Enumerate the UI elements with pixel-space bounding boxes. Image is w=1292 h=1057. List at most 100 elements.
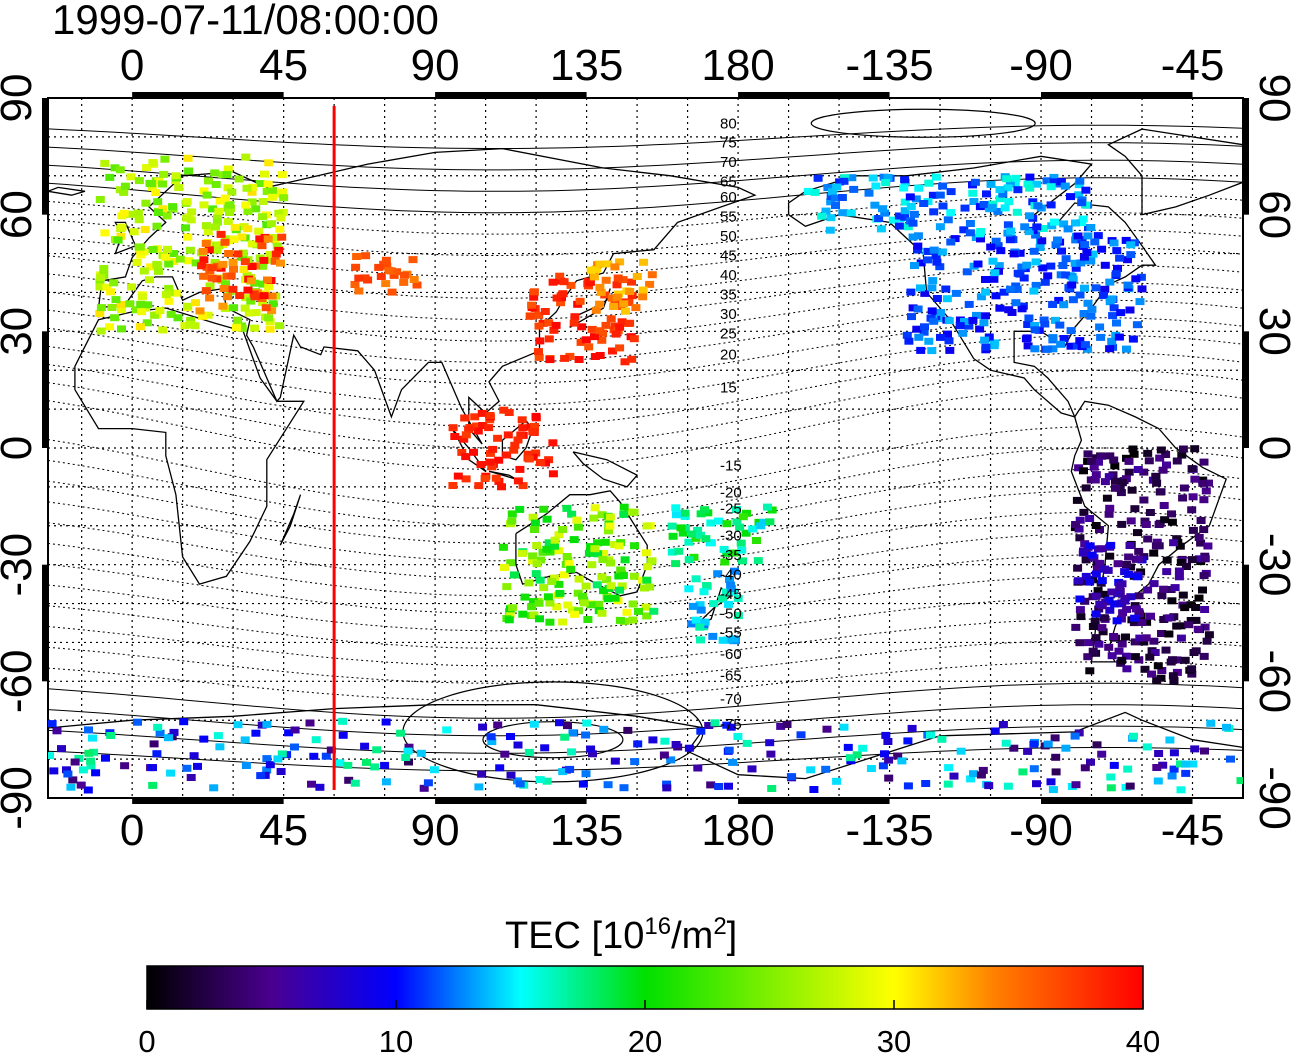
tec-cell-antarctica-ring: [937, 736, 946, 743]
tec-cell-pacific-south: [763, 504, 772, 511]
tec-cell-south-america: [1165, 614, 1174, 621]
tec-cell-australia: [530, 526, 539, 533]
tec-cell-europe: [231, 224, 240, 231]
tec-cell-antarctica-ring: [581, 732, 590, 739]
tec-cell-argentina: [1075, 596, 1084, 603]
right-lat-tick-label: 0: [1250, 436, 1292, 460]
tec-cell-australia: [598, 610, 607, 617]
tec-cell-south-america: [1180, 604, 1189, 611]
tec-cell-east-asia: [558, 290, 567, 297]
tec-cell-north-america: [1032, 258, 1041, 265]
tec-cell-antarctica-ring: [1222, 724, 1231, 731]
tec-cell-antarctica-ring: [53, 727, 62, 734]
magnetic-latitude-label: 45: [720, 248, 737, 265]
tec-cell-north-america: [946, 239, 955, 246]
tec-cell-australia: [507, 518, 516, 525]
tec-cell-antarctica-ring: [514, 742, 523, 749]
tec-cell-antarctica-ring: [273, 755, 282, 762]
tec-cell-east-asia: [627, 356, 636, 363]
tec-cell-antarctica-ring: [1129, 733, 1138, 740]
tec-cell-south-america: [1109, 633, 1118, 640]
tec-cell-europe: [163, 246, 172, 253]
tec-cell-north-america: [910, 262, 919, 269]
tec-cell-north-america: [1062, 255, 1071, 262]
tec-cell-east-asia: [552, 322, 561, 329]
tec-cell-central-asia: [384, 267, 393, 274]
tec-cell-canada: [988, 204, 997, 211]
tec-cell-pacific-south: [681, 510, 690, 517]
tec-cell-argentina: [1113, 617, 1122, 624]
tec-cell-antarctica-ring: [493, 722, 502, 729]
tec-cell-pacific-south: [765, 518, 774, 525]
tec-cell-antarctica-ring: [620, 784, 629, 791]
tec-cell-pacific-south: [756, 522, 765, 529]
tec-cell-south-america: [1164, 631, 1173, 638]
tec-cell-north-america: [929, 318, 938, 325]
tec-cell-antarctica-ring: [500, 751, 509, 758]
tec-cell-europe: [127, 283, 136, 290]
tec-cell-antarctica-ring: [944, 764, 953, 771]
tec-cell-north-america: [927, 284, 936, 291]
tec-cell-antarctica-ring: [530, 721, 539, 728]
border-bar-top: [132, 92, 283, 98]
right-lat-tick-label: -90: [1250, 766, 1292, 830]
tec-cell-canada: [1081, 187, 1090, 194]
tec-cell-southeast-asia: [493, 435, 502, 442]
tec-cell-europe: [211, 224, 220, 231]
tec-cell-north-america: [956, 322, 965, 329]
tec-cell-europe: [100, 229, 109, 236]
tec-cell-australia: [508, 510, 517, 517]
tec-cell-new-zealand: [702, 582, 711, 589]
tec-cell-north-america: [945, 317, 954, 324]
tec-cell-north-america: [1105, 345, 1114, 352]
tec-cell-antarctica-ring: [1051, 754, 1060, 761]
tec-cell-south-america: [1079, 467, 1088, 474]
tec-cell-north-america: [1011, 299, 1020, 306]
tec-cell-south-america: [1175, 568, 1184, 575]
bottom-lon-tick-label: 180: [701, 806, 774, 855]
tec-cell-antarctica-ring: [1177, 786, 1186, 793]
tec-cell-mediterranean-east: [224, 250, 233, 257]
tec-cell-north-america: [981, 289, 990, 296]
tec-cell-south-america: [1127, 517, 1136, 524]
tec-cell-australia: [587, 561, 596, 568]
tec-cell-south-america: [1189, 493, 1198, 500]
magnetic-latitude-label: 50: [720, 228, 737, 245]
tec-cell-north-america: [1124, 282, 1133, 289]
tec-cell-new-zealand: [692, 617, 701, 624]
tec-cell-north-america: [1087, 306, 1096, 313]
tec-cell-europe: [160, 156, 169, 163]
tec-cell-antarctica-ring: [884, 757, 893, 764]
tec-cell-south-america: [1184, 621, 1193, 628]
tec-cell-mediterranean-east: [264, 235, 273, 242]
tec-cell-south-america: [1134, 466, 1143, 473]
tec-cell-australia: [551, 537, 560, 544]
tec-cell-north-america: [916, 284, 925, 291]
tec-cell-north-america: [952, 290, 961, 297]
tec-cell-north-america: [992, 292, 1001, 299]
tec-cell-north-america: [1056, 341, 1065, 348]
tec-cell-north-america: [1030, 345, 1039, 352]
tec-cell-antarctica-ring: [648, 736, 657, 743]
tec-cell-north-america: [1004, 306, 1013, 313]
tec-cell-antarctica-ring: [256, 772, 265, 779]
tec-cell-antarctica-ring: [797, 731, 806, 738]
tec-cell-north-america: [914, 334, 923, 341]
tec-cell-south-america: [1125, 469, 1134, 476]
magnetic-latitude-label: 30: [720, 306, 737, 323]
tec-cell-europe: [168, 203, 177, 210]
tec-cell-southeast-asia: [450, 433, 459, 440]
tec-cell-east-asia: [526, 313, 535, 320]
tec-cell-south-america: [1082, 484, 1091, 491]
tec-cell-australia: [604, 595, 613, 602]
tec-cell-europe: [241, 305, 250, 312]
tec-cell-australia: [566, 566, 575, 573]
tec-cell-europe: [235, 176, 244, 183]
tec-cell-europe: [110, 314, 119, 321]
tec-cell-australia: [528, 552, 537, 559]
tec-cell-north-america: [1126, 251, 1135, 258]
tec-cell-antarctica-ring: [984, 782, 993, 789]
tec-cell-south-america: [1187, 506, 1196, 513]
tec-cell-antarctica-ring: [823, 726, 832, 733]
tec-cell-southeast-asia: [548, 439, 557, 446]
